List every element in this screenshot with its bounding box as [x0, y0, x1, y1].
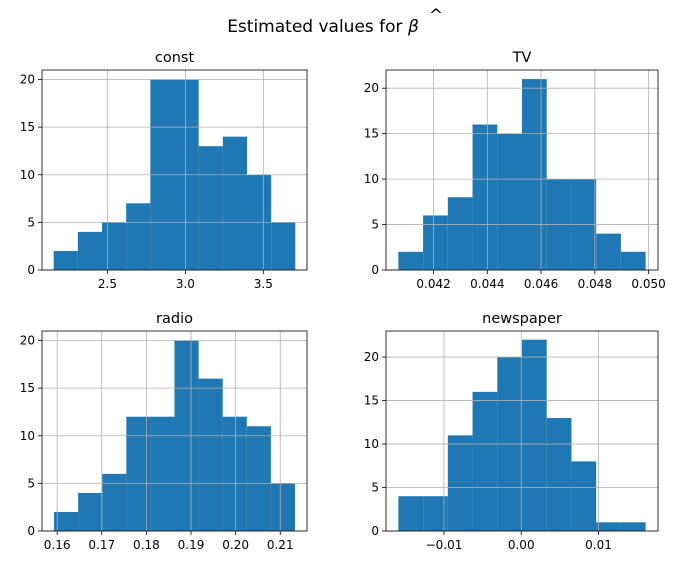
panel-title: TV	[512, 50, 532, 66]
figure-title-symbol: β	[407, 17, 419, 37]
histogram-bar	[78, 492, 103, 531]
histogram-bar	[270, 483, 295, 531]
y-tick-label: 0	[371, 524, 379, 538]
axes-frame	[385, 330, 659, 532]
y-tick-label: 5	[27, 215, 35, 229]
histogram-bar	[222, 416, 247, 531]
axes-frame	[41, 69, 308, 271]
y-tick-label: 10	[364, 172, 379, 186]
x-tick-label: 0.00	[508, 538, 535, 552]
histogram-bar	[571, 461, 597, 531]
x-tick-label: 0.16	[44, 538, 71, 552]
panel-TV: 0.042 0.044 0.046 0.048 0.050 0 5 10 15 20 TV	[364, 50, 666, 291]
histogram-bar	[271, 222, 296, 270]
panel-title: newspaper	[482, 311, 562, 327]
x-tick-label: −0.01	[426, 538, 463, 552]
histogram-bar	[102, 473, 127, 531]
histogram-bar	[398, 496, 424, 531]
axes-frame	[41, 330, 308, 532]
x-tick-label: 0.20	[222, 538, 249, 552]
x-tick-label: 0.19	[178, 538, 205, 552]
y-tick-label: 20	[20, 334, 35, 348]
histogram-bar	[126, 416, 151, 531]
y-tick-label: 0	[371, 263, 379, 277]
x-tick-label: 0.042	[416, 277, 450, 291]
x-tick-label: 0.21	[267, 538, 294, 552]
histogram-bar	[54, 511, 79, 531]
y-tick-label: 0	[27, 524, 35, 538]
histogram-bar	[423, 215, 448, 270]
panel-title: radio	[156, 311, 193, 327]
histogram-bar	[246, 426, 271, 531]
panel-newspaper: −0.01 0.00 0.01 0 5 10 15 20 newspaper	[364, 311, 659, 552]
y-tick-label: 5	[27, 476, 35, 490]
x-tick-label: 0.01	[585, 538, 612, 552]
histogram-bar	[620, 522, 646, 531]
figure-title-hat: ^	[429, 6, 443, 26]
x-tick-label: 3.0	[176, 277, 195, 291]
y-tick-label: 15	[20, 381, 35, 395]
y-tick-label: 15	[364, 394, 379, 408]
y-tick-label: 20	[364, 81, 379, 95]
histogram-bar	[447, 435, 473, 531]
histogram-bar	[77, 231, 103, 270]
histogram-bar	[522, 339, 547, 531]
histogram-bar	[198, 378, 223, 531]
histogram-bar	[447, 197, 473, 270]
x-tick-label: 0.048	[578, 277, 612, 291]
y-tick-label: 10	[20, 429, 35, 443]
y-tick-label: 15	[20, 120, 35, 134]
figure-title-text: Estimated values for	[227, 17, 408, 37]
y-tick-label: 5	[371, 218, 379, 232]
y-tick-label: 20	[364, 350, 379, 364]
histogram-bar	[398, 251, 424, 270]
histogram-bar	[222, 136, 247, 270]
panel-const: 2.5 3.0 3.5 0 5 10 15 20 const	[20, 50, 308, 291]
y-tick-label: 10	[364, 437, 379, 451]
x-tick-label: 3.5	[254, 277, 273, 291]
y-tick-label: 5	[371, 481, 379, 495]
y-tick-label: 10	[20, 168, 35, 182]
histogram-bar	[126, 203, 151, 270]
panel-title: const	[155, 50, 195, 66]
histogram-bar	[150, 416, 175, 531]
histogram-bar	[472, 124, 498, 270]
y-tick-label: 20	[20, 73, 35, 87]
x-tick-label: 0.050	[631, 277, 665, 291]
histogram-bar	[596, 522, 621, 531]
x-tick-label: 0.18	[133, 538, 160, 552]
histogram-bar	[102, 222, 127, 270]
histogram-bar	[472, 391, 498, 531]
panel-radio: 0.16 0.17 0.18 0.19 0.20 0.21 0 5 10 15 20 radio	[20, 311, 308, 552]
histogram-bar	[522, 79, 547, 270]
histogram-bar	[546, 417, 572, 531]
x-tick-label: 0.17	[88, 538, 115, 552]
axes-frame	[385, 69, 659, 271]
histogram-bar	[596, 233, 621, 270]
y-tick-label: 0	[27, 263, 35, 277]
x-tick-label: 2.5	[98, 277, 117, 291]
histogram-bar	[620, 251, 646, 270]
x-tick-label: 0.044	[470, 277, 504, 291]
x-tick-label: 0.046	[524, 277, 558, 291]
figure-title: Estimated values for β	[227, 17, 419, 37]
histogram-bar	[497, 133, 522, 270]
histogram-bar	[53, 250, 78, 270]
histogram-bar	[198, 146, 223, 270]
y-tick-label: 15	[364, 127, 379, 141]
